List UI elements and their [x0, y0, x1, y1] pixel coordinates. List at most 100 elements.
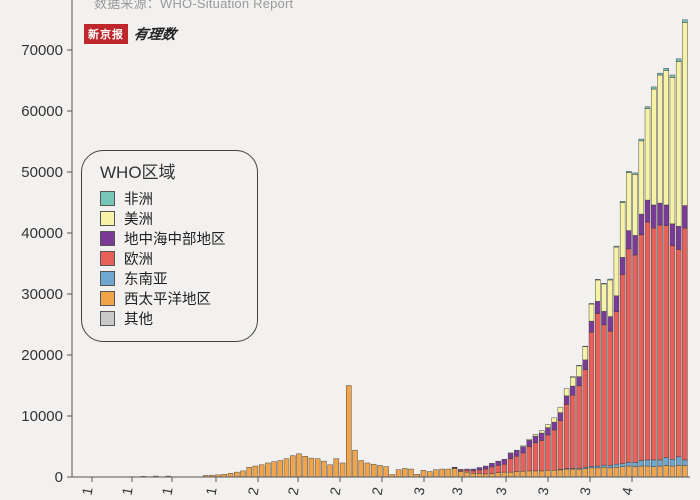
bar-segment: [570, 468, 576, 478]
bar-segment: [532, 470, 539, 478]
bar-segment: [595, 465, 601, 469]
legend-label: 地中海中部地区: [124, 231, 226, 248]
legend-swatch: [100, 290, 115, 306]
x-tick-label: 2: [285, 486, 302, 497]
bar-segment: [476, 473, 483, 478]
bar-segment: [644, 106, 651, 109]
bar-segment: [551, 421, 557, 431]
bar-segment: [445, 468, 452, 478]
bar-segment: [570, 385, 576, 396]
bar-segment: [507, 458, 514, 473]
bar-segment: [563, 404, 570, 469]
bar-segment: [246, 467, 252, 478]
bar-segment: [601, 283, 607, 312]
legend-label: 欧洲: [124, 251, 153, 268]
legend-label: 美洲: [124, 211, 153, 228]
bar-segment: [308, 457, 315, 478]
logo-block: 新京报: [84, 24, 128, 44]
bar-segment: [638, 465, 645, 478]
bar-segment: [539, 432, 545, 441]
bar-segment: [563, 468, 570, 478]
bar-segment: [265, 462, 271, 478]
bar-segment: [669, 245, 676, 460]
legend-swatch: [100, 310, 115, 326]
bar-segment: [314, 458, 321, 478]
bar-segment: [595, 279, 601, 281]
y-tick-label: 0: [55, 469, 63, 486]
bar-segment: [551, 429, 557, 471]
bar-segment: [669, 459, 676, 467]
bar-segment: [619, 202, 626, 258]
bar-segment: [514, 450, 520, 457]
bar-segment: [619, 201, 626, 203]
bar-segment: [663, 68, 669, 71]
bar-segment: [663, 225, 669, 458]
x-tick-label: 2: [245, 486, 262, 497]
bar-segment: [563, 395, 570, 405]
x-tick-label: 1: [203, 486, 220, 497]
bar-segment: [296, 453, 302, 478]
bar-segment: [352, 449, 358, 478]
bars: [128, 19, 688, 478]
bar-segment: [588, 320, 595, 333]
bar-segment: [601, 283, 607, 285]
x-tick-label: 3: [493, 486, 510, 497]
bar-segment: [632, 235, 638, 256]
bar-segment: [675, 61, 682, 227]
bar-segment: [395, 469, 402, 478]
bar-segment: [632, 462, 638, 467]
bar-segment: [495, 460, 501, 466]
bar-segment: [657, 459, 663, 467]
bar-segment: [495, 472, 501, 478]
bar-segment: [476, 467, 483, 471]
legend-label: 非洲: [124, 191, 153, 208]
bar-segment: [290, 455, 296, 478]
bar-segment: [433, 469, 439, 478]
bar-segment: [545, 434, 551, 471]
bar-segment: [557, 406, 564, 413]
bar-segment: [675, 226, 682, 250]
bar-segment: [576, 365, 582, 367]
bar-segment: [514, 456, 520, 472]
bar-segment: [520, 452, 526, 472]
bar-segment: [532, 435, 539, 444]
bar-segment: [638, 138, 645, 142]
bar-segment: [607, 279, 613, 317]
legend-swatch: [100, 210, 115, 226]
bar-segment: [619, 463, 626, 467]
bar-segment: [377, 465, 383, 478]
bar-segment: [539, 440, 545, 472]
bar-segment: [588, 331, 595, 467]
bar-segment: [339, 462, 346, 478]
bar-segment: [582, 359, 589, 370]
bar-segment: [651, 459, 657, 467]
bar-segment: [489, 463, 495, 468]
bar-segment: [364, 462, 371, 478]
bar-segment: [545, 470, 551, 478]
bar-segment: [682, 205, 688, 229]
x-tick-label: 1: [79, 486, 96, 497]
bar-segment: [682, 19, 688, 23]
bar-segment: [626, 465, 632, 478]
bar-segment: [507, 452, 514, 454]
legend-label: 其他: [124, 311, 153, 328]
bar-segment: [358, 460, 364, 478]
bar-segment: [626, 462, 632, 467]
bar-segment: [501, 459, 508, 465]
bar-segment: [551, 417, 557, 423]
publisher-logo: 新京报 有理数: [84, 24, 177, 44]
bar-segment: [651, 227, 657, 461]
bar-segment: [626, 248, 632, 463]
bar-segment: [507, 452, 514, 459]
bar-segment: [489, 473, 495, 478]
bar-segment: [638, 460, 645, 467]
bar-segment: [613, 311, 620, 465]
bar-segment: [383, 466, 389, 478]
bar-segment: [582, 345, 589, 347]
bar-segment: [601, 467, 607, 478]
bar-segment: [321, 460, 327, 478]
bar-segment: [595, 467, 601, 478]
bar-segment: [675, 456, 682, 466]
bar-segment: [644, 221, 651, 461]
